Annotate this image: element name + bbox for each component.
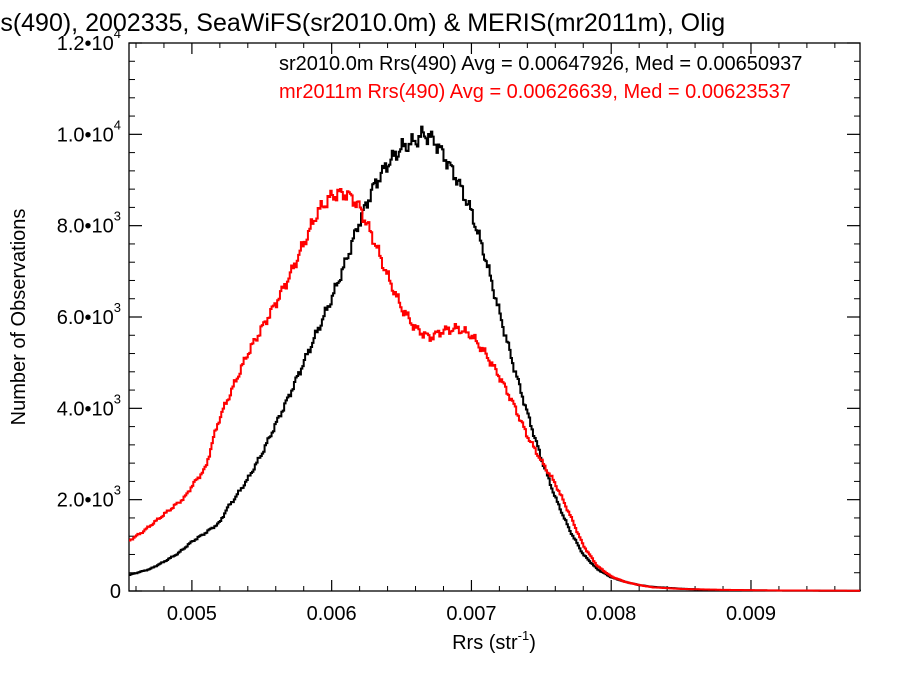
- x-axis-label-superscript: -1: [518, 628, 530, 643]
- x-tick-label-3: 0.008: [586, 603, 636, 625]
- y-tick-label-5: 1.0•104: [57, 117, 121, 146]
- y-tick-label-3: 6.0•103: [57, 300, 121, 329]
- chart-title: rs(490), 2002335, SeaWiFS(sr2010.0m) & M…: [0, 9, 725, 37]
- series-line-mr2011m: [129, 188, 860, 592]
- series-layer: [129, 125, 861, 592]
- x-tick-label-2: 0.007: [446, 603, 496, 625]
- series-line-sr2010.0m: [129, 125, 861, 592]
- y-axis-label: Number of Observations: [8, 209, 30, 426]
- x-axis-label-close: ): [529, 632, 536, 654]
- y-tick-label-1: 2.0•103: [57, 483, 121, 512]
- x-axis-label: Rrs (str-1): [452, 628, 536, 654]
- y-tick-label-4: 8.0•103: [57, 209, 121, 238]
- x-tick-label-4: 0.009: [726, 603, 776, 625]
- y-tick-label-2: 4.0•103: [57, 391, 121, 420]
- y-tick-label-6: 1.2•104: [57, 26, 121, 55]
- legend: sr2010.0m Rrs(490) Avg = 0.00647926, Med…: [279, 53, 802, 103]
- x-axis: 0.005 0.006 0.007 0.008 0.009: [135, 43, 836, 625]
- plot-frame: [128, 42, 861, 592]
- y-axis: 0 2.0•103 4.0•103 6.0•103 8.0•103 1.0•104 1.2•…: [57, 26, 860, 603]
- y-tick-label-0: 0: [110, 581, 121, 603]
- x-tick-label-1: 0.006: [307, 603, 357, 625]
- x-axis-label-text: Rrs (str: [452, 632, 518, 654]
- legend-entry-sr2010: sr2010.0m Rrs(490) Avg = 0.00647926, Med…: [279, 53, 802, 75]
- legend-entry-mr2011: mr2011m Rrs(490) Avg = 0.00626639, Med =…: [279, 81, 791, 103]
- x-tick-label-0: 0.005: [167, 603, 217, 625]
